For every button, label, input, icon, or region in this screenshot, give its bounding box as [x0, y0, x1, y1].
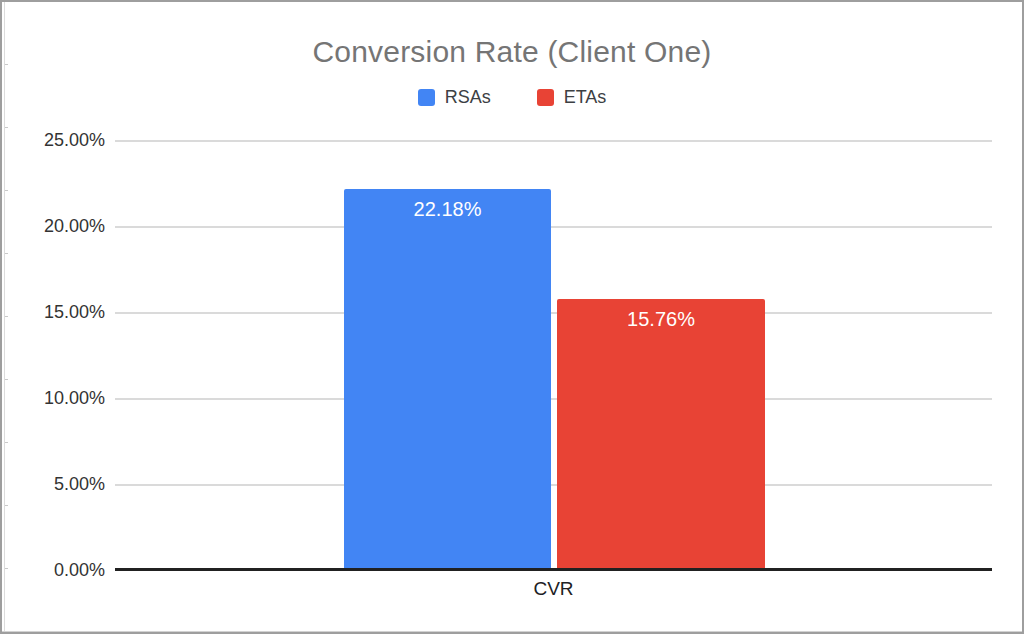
gridline-5pct [115, 484, 992, 486]
chart-frame: Conversion Rate (Client One) RSAs ETAs 2… [0, 0, 1024, 634]
x-axis-category-label: CVR [115, 578, 992, 600]
gridline-20pct [115, 226, 992, 228]
chart-legend: RSAs ETAs [2, 87, 1022, 108]
bar-rsas: 22.18% [344, 189, 551, 571]
bar-etas: 15.76% [557, 299, 765, 570]
chart-title: Conversion Rate (Client One) [2, 35, 1022, 69]
legend-item-rsas: RSAs [418, 87, 491, 108]
bar-etas-value-label: 15.76% [557, 308, 765, 331]
gridline-25pct [115, 140, 992, 142]
y-tick-label-25: 25.00% [18, 130, 105, 151]
legend-label-etas: ETAs [564, 87, 607, 108]
y-tick-label-5: 5.00% [18, 474, 105, 495]
legend-swatch-etas [537, 89, 554, 106]
gridline-15pct [115, 312, 992, 314]
y-tick-label-15: 15.00% [18, 302, 105, 323]
x-axis-line [115, 568, 992, 571]
y-tick-label-20: 20.00% [18, 216, 105, 237]
legend-swatch-rsas [418, 89, 435, 106]
y-tick-label-0: 0.00% [18, 560, 105, 581]
gridline-10pct [115, 398, 992, 400]
plot-area: 22.18% 15.76% [115, 140, 992, 570]
legend-item-etas: ETAs [537, 87, 607, 108]
y-tick-label-10: 10.00% [18, 388, 105, 409]
bar-rsas-value-label: 22.18% [344, 198, 551, 221]
legend-label-rsas: RSAs [445, 87, 491, 108]
